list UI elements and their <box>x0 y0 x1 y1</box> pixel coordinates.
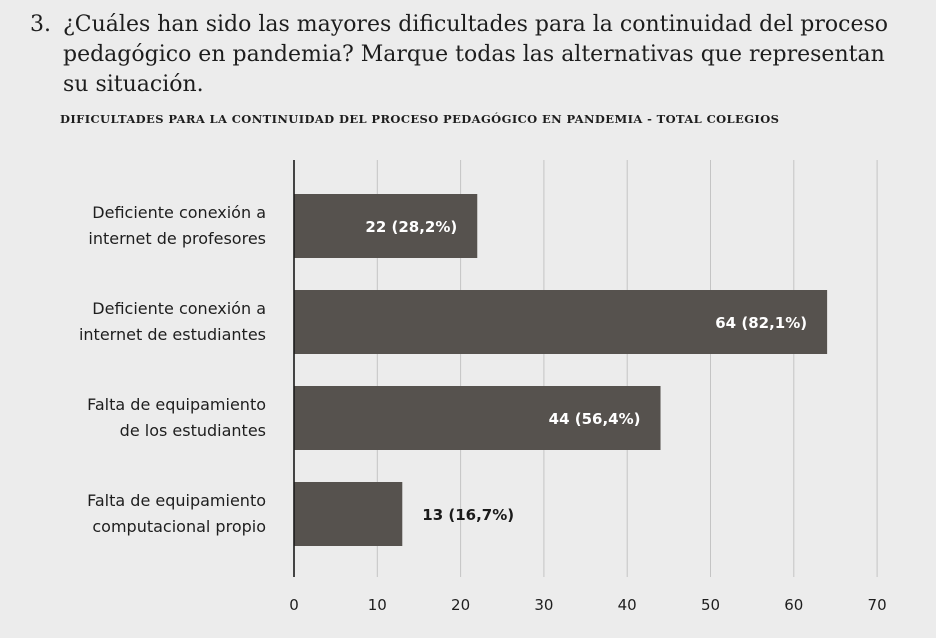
category-label-line: computacional propio <box>92 517 266 536</box>
category-label-line: internet de profesores <box>88 229 266 248</box>
category-label: Falta de equipamiento computacional propi… <box>16 488 266 540</box>
data-label: 64 (82,1%) <box>715 314 807 332</box>
x-tick-label: 0 <box>289 596 299 614</box>
x-tick-label: 60 <box>784 596 803 614</box>
bar <box>294 482 403 546</box>
category-label: Deficiente conexión a internet de estudia… <box>16 296 266 348</box>
x-tick-label: 20 <box>451 596 470 614</box>
x-tick-label: 40 <box>618 596 637 614</box>
x-tick-label: 50 <box>701 596 720 614</box>
question-text: ¿Cuáles han sido las mayores dificultade… <box>63 12 888 97</box>
data-label: 22 (28,2%) <box>365 218 457 236</box>
bar <box>294 290 828 354</box>
bar <box>294 386 661 450</box>
category-label-line: Falta de equipamiento <box>87 395 266 414</box>
category-label: Deficiente conexión a internet de profeso… <box>16 200 266 252</box>
data-label: 13 (16,7%) <box>422 506 514 524</box>
bar <box>294 194 478 258</box>
category-label-line: internet de estudiantes <box>78 325 266 344</box>
category-label-line: Falta de equipamiento <box>87 491 266 510</box>
x-tick-label: 10 <box>368 596 387 614</box>
category-label: Falta de equipamiento de los estudiantes <box>16 392 266 444</box>
x-tick-label: 70 <box>868 596 887 614</box>
chart-subtitle: DIFICULTADES PARA LA CONTINUIDAD DEL PRO… <box>60 112 780 126</box>
question-header: 3. ¿Cuáles han sido las mayores dificult… <box>30 10 910 100</box>
category-label-line: Deficiente conexión a <box>92 203 266 222</box>
data-label: 44 (56,4%) <box>549 410 641 428</box>
question-number: 3. <box>30 12 51 37</box>
x-tick-label: 30 <box>534 596 553 614</box>
category-label-line: de los estudiantes <box>119 421 266 440</box>
category-label-line: Deficiente conexión a <box>92 299 266 318</box>
